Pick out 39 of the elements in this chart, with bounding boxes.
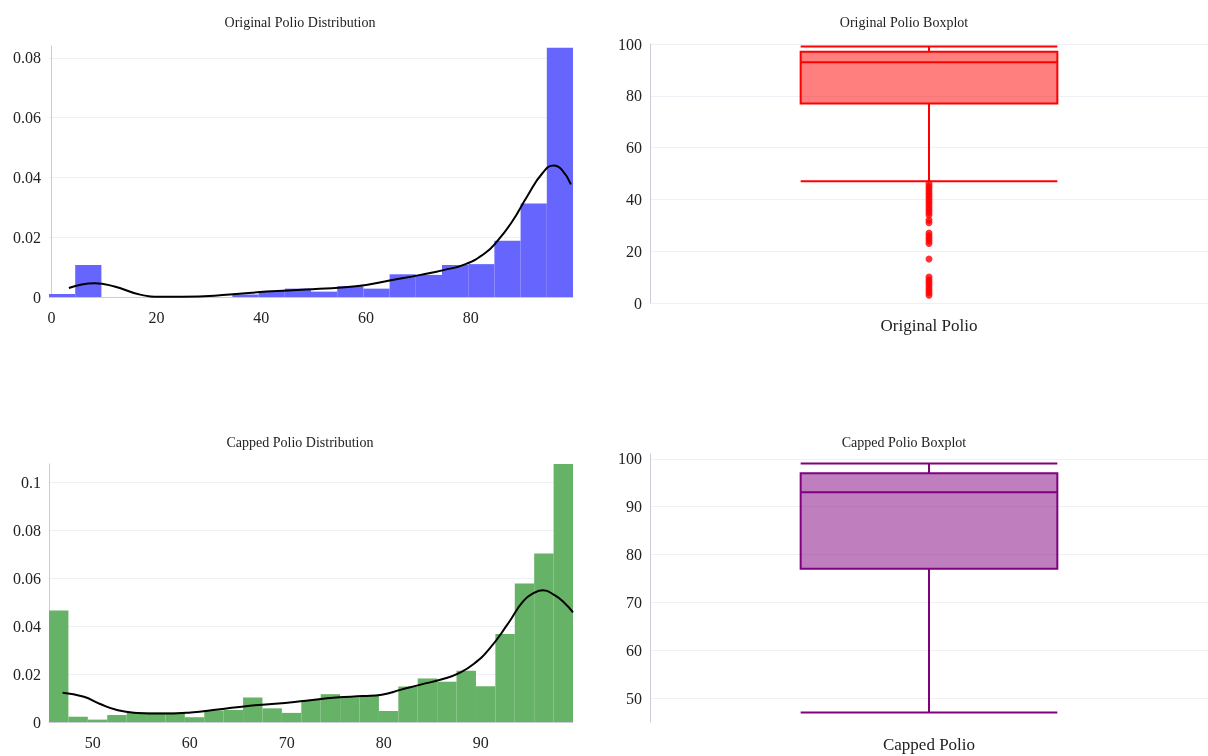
y-tick-label: 0.04 [13,168,41,186]
x-tick-label: 70 [278,733,295,751]
chart-title: Original Polio Distribution [224,14,376,30]
y-tick-label: 0 [634,294,642,312]
y-tick-label: 0 [33,713,41,731]
y-tick-label: 20 [626,242,642,260]
y-tick-label: 90 [626,498,642,516]
y-tick-label: 80 [626,546,642,563]
x-tick-label: 80 [462,308,479,326]
chart-title: Capped Polio Distribution [226,434,374,450]
x-tick-label: Capped Polio [882,735,976,754]
y-tick-label: 0.1 [21,473,41,491]
x-tick-label: 50 [84,733,101,751]
y-tick-label: 100 [618,450,642,468]
x-tick-label: 60 [181,733,198,751]
chart-title: Original Polio Boxplot [839,14,969,30]
y-tick-label: 0 [33,288,41,306]
y-tick-label: 0.06 [13,569,41,587]
x-tick-label: Original Polio [880,316,978,335]
y-tick-label: 0.02 [13,228,41,246]
chart-title: Capped Polio Boxplot [841,434,967,450]
x-tick-label: 90 [472,733,489,751]
y-tick-label: 0.08 [13,49,41,67]
y-tick-label: 50 [626,689,642,707]
y-tick-label: 70 [626,593,642,611]
y-tick-label: 0.08 [13,521,41,539]
y-tick-label: 60 [626,139,642,157]
x-tick-label: 60 [358,308,375,326]
y-tick-label: 0.04 [13,617,41,635]
y-tick-label: 0.06 [13,109,41,127]
y-tick-label: 100 [618,35,642,53]
x-tick-label: 40 [253,308,270,326]
x-tick-label: 20 [148,308,165,326]
y-tick-label: 80 [626,87,642,105]
y-tick-label: 60 [626,641,642,659]
x-tick-label: 0 [47,308,56,326]
y-tick-label: 0.02 [13,665,41,683]
x-tick-label: 80 [375,733,392,751]
y-tick-label: 40 [626,190,642,208]
